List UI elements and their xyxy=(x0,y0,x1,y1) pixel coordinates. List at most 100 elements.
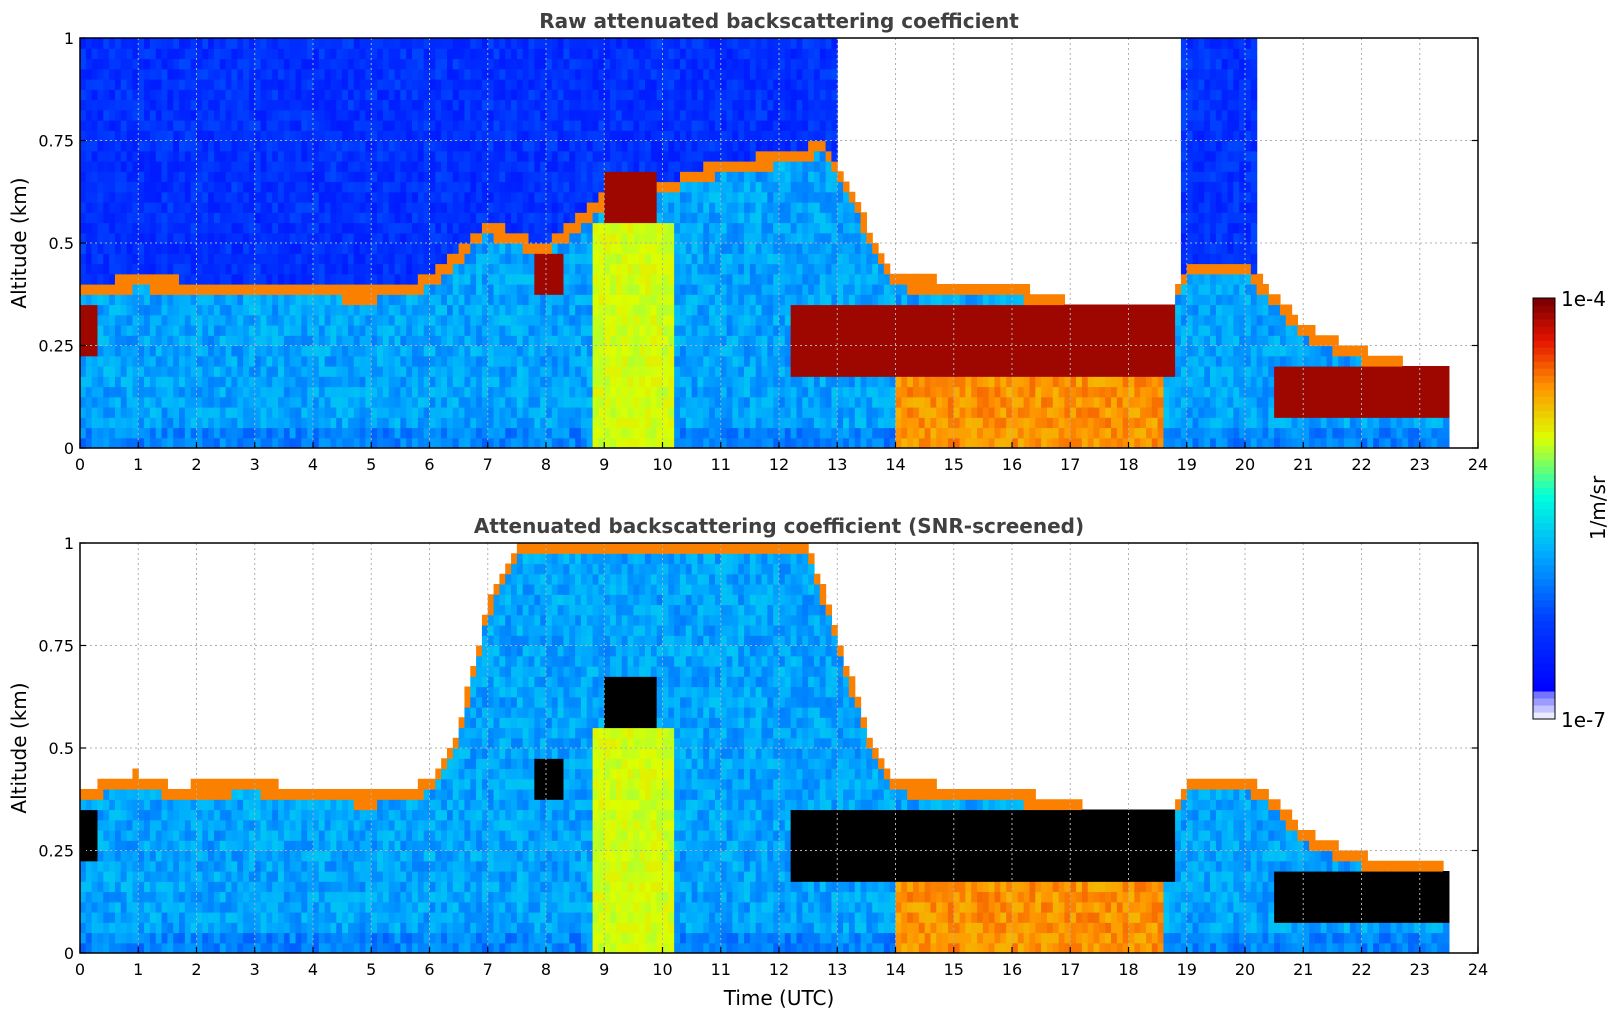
heatmap-cell xyxy=(313,130,320,142)
heatmap-cell xyxy=(709,140,716,152)
heatmap-cell xyxy=(173,366,180,377)
heatmap-cell xyxy=(802,222,809,234)
heatmap-cell xyxy=(382,48,390,60)
heatmap-cell xyxy=(476,376,483,388)
heatmap-cell xyxy=(685,161,693,172)
heatmap-cell xyxy=(563,68,570,80)
heatmap-cell xyxy=(429,437,436,448)
heatmap-cell xyxy=(580,212,588,224)
heatmap-cell xyxy=(394,161,401,172)
heatmap-cell xyxy=(464,437,471,448)
heatmap-cell xyxy=(610,284,617,295)
heatmap-cell xyxy=(516,437,524,448)
heatmap-cell xyxy=(406,355,413,367)
heatmap-cell xyxy=(668,212,675,224)
heatmap-cell xyxy=(359,130,367,142)
heatmap-cell xyxy=(487,407,495,418)
heatmap-cell xyxy=(650,222,658,234)
heatmap-cell xyxy=(476,294,483,306)
heatmap-cell xyxy=(662,181,669,193)
heatmap-cell xyxy=(662,407,669,418)
heatmap-cell xyxy=(575,335,582,347)
heatmap-cell xyxy=(435,120,442,131)
heatmap-cell xyxy=(295,386,302,398)
heatmap-cell xyxy=(365,109,372,121)
heatmap-cell xyxy=(551,38,559,49)
heatmap-cell xyxy=(446,181,454,193)
heatmap-cell xyxy=(528,243,535,254)
heatmap-cell xyxy=(179,120,186,131)
heatmap-cell xyxy=(412,89,419,101)
heatmap-cell xyxy=(470,232,477,244)
heatmap-cell xyxy=(394,386,401,398)
heatmap-cell xyxy=(91,68,99,80)
heatmap-cell xyxy=(347,376,355,388)
heatmap-cell xyxy=(580,273,588,285)
heatmap-cell xyxy=(377,150,384,162)
heatmap-cell xyxy=(493,325,500,336)
heatmap-cell xyxy=(353,58,361,70)
heatmap-cell xyxy=(132,48,139,60)
heatmap-cell xyxy=(476,386,483,398)
heatmap-cell xyxy=(324,109,332,121)
heatmap-cell xyxy=(377,376,384,388)
heatmap-cell xyxy=(796,89,803,101)
heatmap-cell xyxy=(528,232,535,244)
heatmap-cell xyxy=(202,284,209,295)
heatmap-cell xyxy=(575,273,582,285)
heatmap-cell xyxy=(179,243,186,254)
heatmap-cell xyxy=(714,150,722,162)
heatmap-cell xyxy=(551,109,559,121)
heatmap-cell xyxy=(109,427,116,439)
heatmap-cell xyxy=(668,345,675,357)
heatmap-cell xyxy=(109,120,116,131)
heatmap-cell xyxy=(289,130,297,142)
heatmap-cell xyxy=(155,79,163,90)
heatmap-cell xyxy=(435,263,442,275)
heatmap-cell xyxy=(790,325,798,336)
heatmap-cell xyxy=(400,386,407,398)
heatmap-cell xyxy=(755,355,763,367)
heatmap-cell xyxy=(213,273,221,285)
heatmap-cell xyxy=(377,79,384,90)
heatmap-cell xyxy=(324,427,332,439)
heatmap-cell xyxy=(621,325,629,336)
heatmap-cell xyxy=(80,294,87,306)
heatmap-cell xyxy=(120,345,128,357)
heatmap-cell xyxy=(394,89,401,101)
heatmap-cell xyxy=(586,68,594,80)
heatmap-cell xyxy=(336,171,343,183)
heatmap-cell xyxy=(511,202,518,213)
heatmap-cell xyxy=(645,109,652,121)
heatmap-cell xyxy=(254,335,262,347)
heatmap-cell xyxy=(347,181,355,193)
heatmap-cell xyxy=(528,191,535,203)
heatmap-cell xyxy=(679,161,687,172)
heatmap-cell xyxy=(144,202,151,213)
heatmap-cell xyxy=(394,191,401,203)
heatmap-cell xyxy=(441,417,448,429)
heatmap-cell xyxy=(493,89,500,101)
heatmap-cell xyxy=(132,376,139,388)
heatmap-cell xyxy=(540,140,547,152)
heatmap-cell xyxy=(359,191,367,203)
heatmap-cell xyxy=(493,58,500,70)
heatmap-cell xyxy=(196,345,203,357)
heatmap-cell xyxy=(330,130,337,142)
heatmap-cell xyxy=(592,150,600,162)
heatmap-cell xyxy=(365,38,372,49)
heatmap-cell xyxy=(423,181,431,193)
heatmap-cell xyxy=(330,314,337,326)
heatmap-cell xyxy=(452,366,460,377)
heatmap-cell xyxy=(499,48,506,60)
heatmap-cell xyxy=(336,191,343,203)
heatmap-cell xyxy=(446,366,454,377)
heatmap-cell xyxy=(347,243,355,254)
heatmap-cell xyxy=(493,396,500,408)
heatmap-cell xyxy=(243,181,250,193)
heatmap-cell xyxy=(720,68,728,80)
heatmap-cell xyxy=(732,202,739,213)
heatmap-cell xyxy=(394,79,401,90)
heatmap-cell xyxy=(318,130,326,142)
heatmap-cell xyxy=(278,79,285,90)
